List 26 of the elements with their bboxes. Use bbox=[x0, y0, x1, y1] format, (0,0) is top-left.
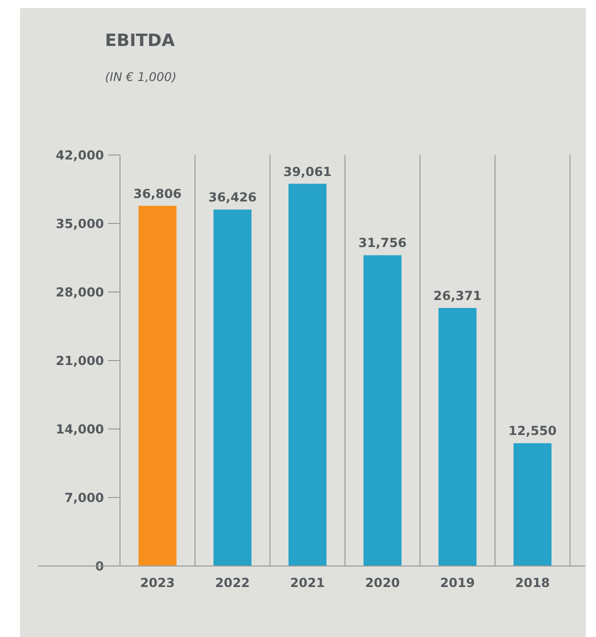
y-tick-label: 21,000 bbox=[56, 353, 104, 368]
data-label: 36,426 bbox=[208, 190, 257, 205]
data-label: 26,371 bbox=[433, 288, 482, 303]
y-tick-label: 42,000 bbox=[56, 148, 104, 162]
y-tick-label: 7,000 bbox=[64, 490, 104, 505]
bar bbox=[214, 210, 252, 566]
bar bbox=[288, 184, 326, 566]
x-tick-label: 2018 bbox=[515, 575, 550, 590]
x-tick-label: 2022 bbox=[215, 575, 250, 590]
data-label: 31,756 bbox=[358, 235, 407, 250]
data-label: 39,061 bbox=[283, 164, 332, 179]
bar bbox=[438, 308, 476, 566]
data-label: 36,806 bbox=[133, 186, 182, 201]
bar bbox=[138, 206, 176, 566]
y-tick-label: 14,000 bbox=[56, 422, 104, 436]
x-tick-label: 2021 bbox=[290, 575, 325, 590]
x-tick-label: 2020 bbox=[365, 575, 400, 590]
y-tick-label: 28,000 bbox=[56, 284, 104, 300]
x-tick-label: 2019 bbox=[440, 575, 475, 590]
chart-subtitle: (IN € 1,000) bbox=[105, 70, 176, 84]
x-tick-label: 2023 bbox=[140, 575, 175, 590]
bar bbox=[514, 443, 552, 566]
data-label: 12,550 bbox=[508, 423, 557, 438]
chart-title: EBITDA bbox=[105, 31, 176, 51]
y-tick-label: 35,000 bbox=[56, 216, 104, 231]
bar bbox=[364, 255, 402, 566]
